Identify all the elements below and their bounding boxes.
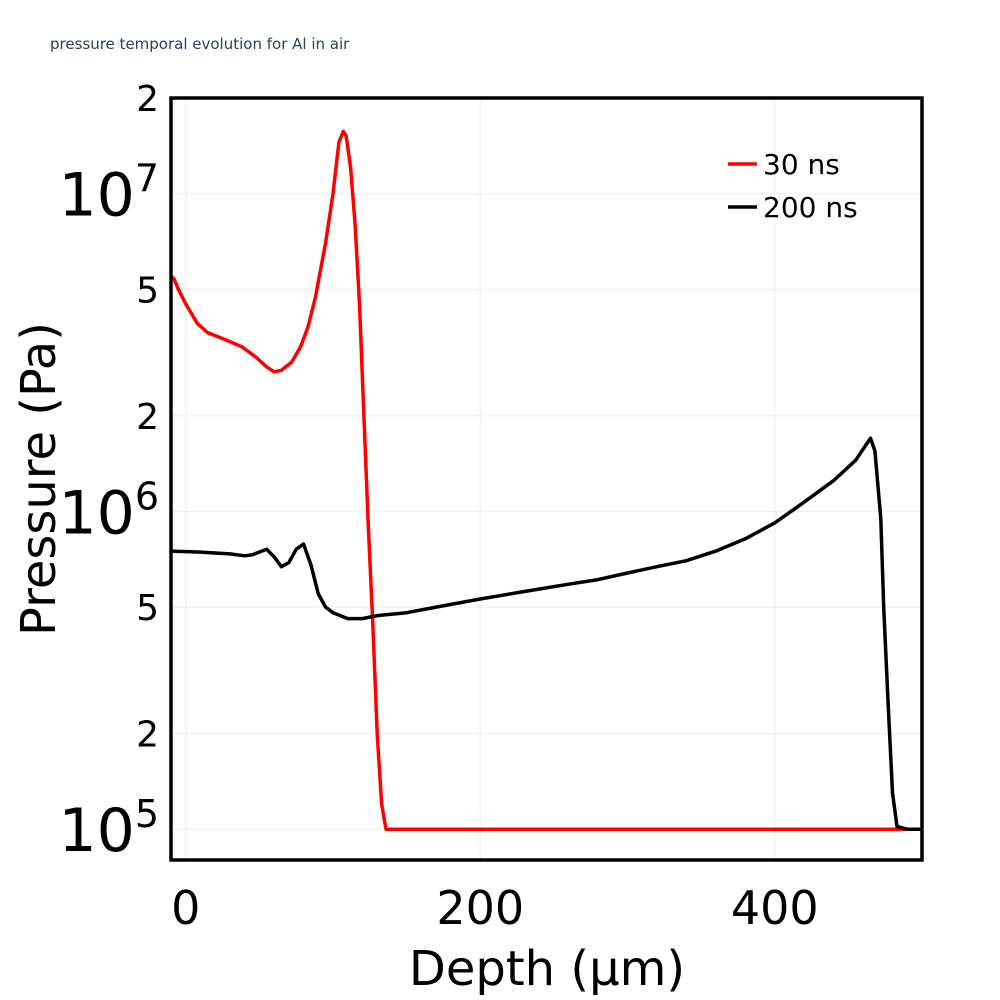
y-tick-base: 10	[58, 796, 134, 866]
x-tick-2: 400	[731, 881, 819, 935]
x-tick-1: 200	[436, 881, 524, 935]
chart-title: pressure temporal evolution for Al in ai…	[50, 35, 350, 53]
y-tick-exponent: 6	[135, 474, 159, 518]
legend-label-1: 200 ns	[763, 191, 858, 224]
y-tick-exponent: 7	[135, 157, 159, 201]
y-tick-minor-1: 5	[136, 588, 159, 629]
y-tick-minor-0: 2	[136, 715, 159, 756]
y-tick-major-0: 105	[58, 792, 159, 866]
y-tick-exponent: 5	[135, 792, 159, 836]
series-line-0	[169, 129, 922, 831]
x-tick-0: 0	[171, 881, 200, 935]
x-axis-title: Depth (μm)	[409, 941, 685, 997]
y-tick-minor-3: 5	[136, 270, 159, 311]
y-tick-minor-2: 2	[136, 397, 159, 438]
y-tick-major-2: 107	[58, 157, 159, 231]
legend[interactable]: 30 ns 200 ns	[728, 148, 858, 224]
y-tick-base: 10	[58, 478, 134, 548]
x-axis-ticks: 0 200 400	[171, 881, 819, 935]
y-tick-base: 10	[58, 161, 134, 231]
y-axis-title: Pressure (Pa)	[11, 322, 67, 636]
plot-frame	[169, 96, 924, 862]
y-tick-major-1: 106	[58, 474, 159, 548]
legend-item-0[interactable]: 30 ns	[728, 148, 840, 181]
legend-label-0: 30 ns	[763, 148, 840, 181]
legend-item-1[interactable]: 200 ns	[728, 191, 858, 224]
series-lines	[169, 129, 922, 831]
y-tick-minor-4: 2	[136, 79, 159, 120]
series-line-1	[170, 436, 922, 831]
